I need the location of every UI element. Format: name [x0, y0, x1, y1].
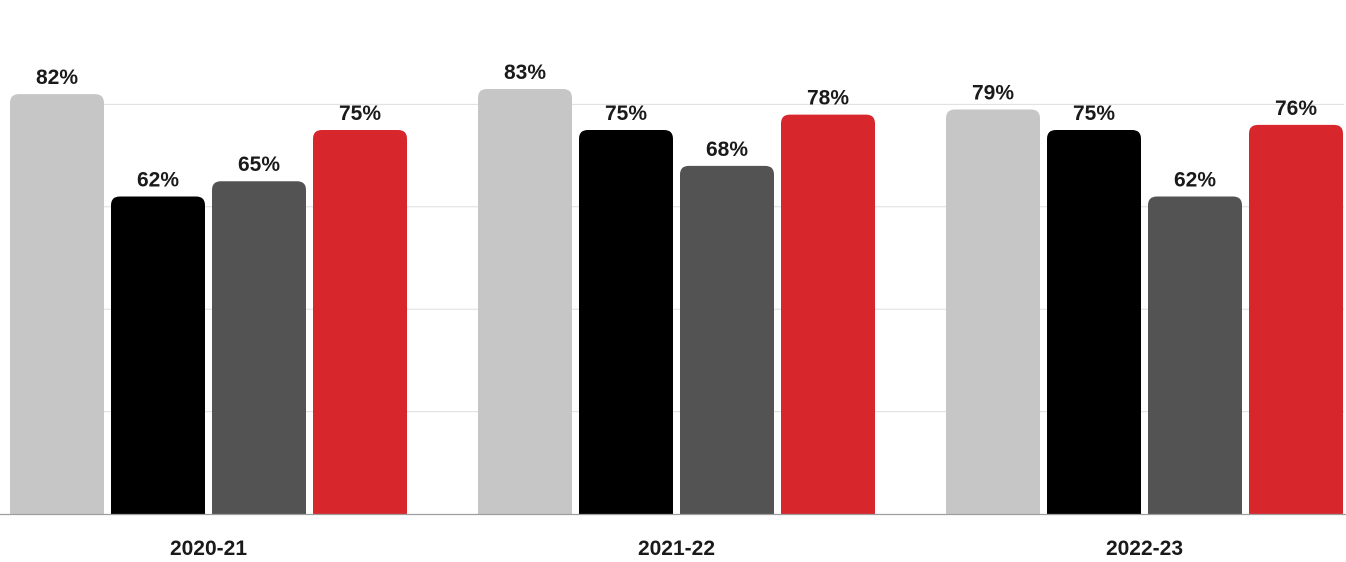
bar-2022-23-series-2	[1047, 130, 1141, 514]
bar-2022-23-series-3	[1148, 196, 1242, 514]
category-labels: 2020-21 2021-22 2022-23	[170, 537, 1183, 560]
data-label: 83%	[504, 61, 546, 84]
data-labels: 82% 62% 65% 75% 83% 75% 68% 78% 79% 75% 62% 76%	[36, 61, 1317, 192]
data-label: 75%	[1073, 102, 1115, 125]
data-label: 75%	[605, 102, 647, 125]
bar-2021-22-series-4	[781, 114, 875, 514]
data-label: 68%	[706, 138, 748, 161]
bar-2022-23-series-1	[946, 109, 1040, 515]
bars	[10, 89, 1343, 515]
category-label: 2020-21	[170, 537, 247, 560]
data-label: 76%	[1275, 97, 1317, 120]
gridlines	[10, 103, 1344, 413]
data-label: 75%	[339, 102, 381, 125]
data-label: 78%	[807, 87, 849, 110]
data-label: 62%	[1174, 169, 1216, 192]
data-label: 82%	[36, 66, 78, 89]
data-label: 79%	[972, 82, 1014, 105]
bar-2021-22-series-3	[680, 165, 774, 514]
bar-2022-23-series-4	[1249, 124, 1343, 514]
bar-2020-21-series-1	[10, 94, 104, 514]
bar-2020-21-series-2	[111, 196, 205, 514]
bar-2021-22-series-1	[478, 89, 572, 514]
bar-2021-22-series-2	[579, 130, 673, 514]
category-label: 2022-23	[1106, 537, 1183, 560]
data-label: 62%	[137, 169, 179, 192]
data-label: 65%	[238, 153, 280, 176]
bar-2020-21-series-3	[212, 181, 306, 514]
category-label: 2021-22	[638, 537, 715, 560]
bar-2020-21-series-4	[313, 130, 407, 514]
